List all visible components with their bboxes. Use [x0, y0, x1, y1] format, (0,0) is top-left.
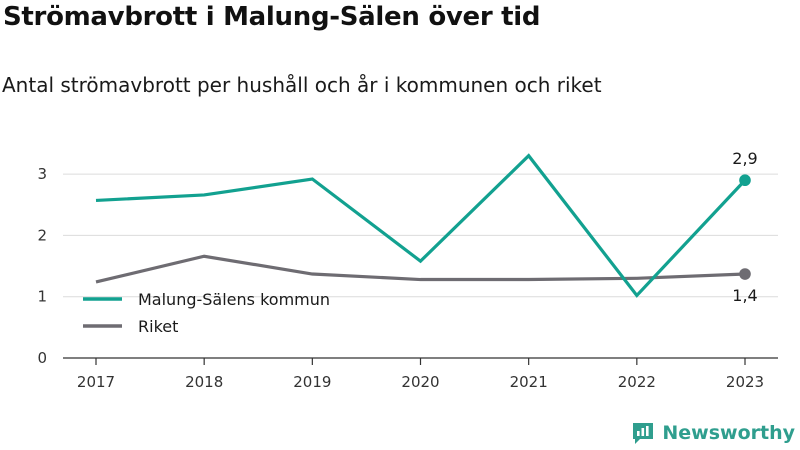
legend-label: Riket	[138, 317, 178, 336]
x-axis-ticks: 2017 2018 2019 2020 2021 2022 2023	[77, 358, 764, 391]
x-tick-label: 2023	[726, 373, 764, 391]
brand-name: Newsworthy	[662, 422, 795, 444]
end-value-label: 2,9	[732, 149, 757, 168]
legend-label: Malung-Sälens kommun	[138, 290, 330, 309]
y-tick-label: 0	[37, 349, 47, 367]
series-end-point-0	[739, 174, 751, 187]
series-line-1	[95, 254, 746, 284]
y-tick-label: 1	[37, 288, 47, 306]
x-tick-label: 2021	[510, 373, 548, 391]
x-tick-label: 2017	[77, 373, 115, 391]
x-tick-label: 2020	[401, 373, 439, 391]
y-tick-label: 3	[37, 165, 47, 183]
end-value-label: 1,4	[732, 286, 757, 305]
series-layer: 1,4 2,9	[95, 149, 758, 305]
series-end-point-1	[739, 268, 751, 280]
x-tick-label: 2018	[185, 373, 223, 391]
chart-title: Strömavbrott i Malung-Sälen över tid	[3, 2, 541, 32]
x-tick-label: 2019	[293, 373, 331, 391]
chart-subtitle: Antal strömavbrott per hushåll och år i …	[2, 73, 602, 97]
newsworthy-icon	[633, 423, 654, 444]
legend: Malung-Sälens kommun Riket	[83, 290, 330, 336]
y-axis-ticks: 0 1 2 3	[37, 165, 47, 367]
y-tick-label: 2	[37, 226, 47, 244]
series-line-0	[95, 153, 747, 298]
newsworthy-logo: Newsworthy	[630, 420, 795, 446]
x-tick-label: 2022	[618, 373, 656, 391]
